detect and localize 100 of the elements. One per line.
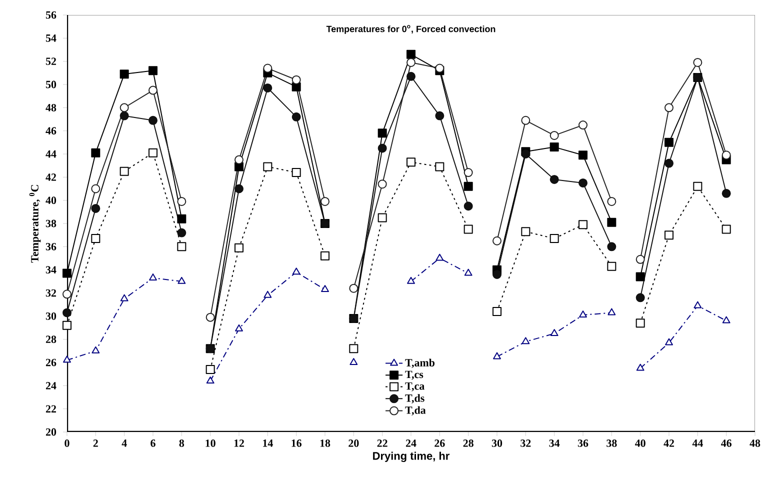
point — [550, 130, 559, 140]
point — [148, 86, 158, 95]
y-axis-title: Temperature, $^{0}$C — [29, 185, 41, 263]
y-tick-label: 44 — [46, 150, 56, 158]
point — [550, 174, 559, 184]
point — [178, 276, 186, 284]
point — [206, 364, 215, 374]
legend-label: T,cs — [405, 370, 424, 380]
point — [664, 158, 674, 168]
point — [406, 158, 416, 167]
point — [350, 358, 358, 365]
point — [722, 188, 731, 198]
y-tick-label: 34 — [46, 266, 56, 274]
point — [177, 214, 186, 224]
point — [91, 184, 100, 194]
y-tick-label: 50 — [46, 80, 56, 88]
y-tick-label: 28 — [46, 336, 56, 344]
y-tick-label: 42 — [46, 174, 56, 181]
point — [464, 268, 472, 276]
point — [263, 83, 272, 92]
point — [91, 148, 100, 158]
point — [292, 75, 301, 84]
y-tick-label: 38 — [46, 220, 56, 228]
x-tick-label: 30 — [492, 440, 502, 447]
point — [636, 272, 645, 282]
point — [62, 268, 72, 278]
legend-label: T,amb — [405, 358, 435, 368]
point — [292, 112, 301, 122]
point — [148, 66, 158, 76]
point — [62, 320, 72, 330]
x-tick-label: 38 — [606, 440, 617, 447]
x-tick-label: 22 — [377, 440, 388, 447]
point — [492, 307, 502, 316]
point — [464, 224, 473, 234]
point — [578, 150, 588, 160]
point — [664, 103, 674, 112]
point — [406, 50, 416, 59]
point — [664, 230, 674, 240]
y-tick-label: 46 — [46, 127, 56, 135]
x-tick-label: 18 — [320, 440, 330, 447]
point — [578, 220, 588, 230]
point — [579, 310, 587, 318]
y-tick-label: 32 — [46, 289, 56, 297]
x-tick-label: 6 — [150, 440, 156, 447]
x-tick-label: 26 — [434, 440, 445, 447]
point — [722, 224, 731, 234]
point — [694, 301, 702, 308]
x-tick-label: 40 — [635, 440, 646, 447]
point — [320, 251, 330, 260]
x-tick-label: 4 — [122, 440, 127, 447]
point — [521, 116, 530, 125]
point — [550, 329, 558, 336]
x-tick-label: 20 — [348, 440, 359, 447]
y-tick-label: 52 — [46, 58, 56, 66]
point — [664, 138, 674, 147]
point — [693, 182, 702, 191]
point — [693, 58, 702, 67]
x-axis-title: Drying time, hr — [373, 452, 450, 462]
point — [665, 338, 673, 346]
x-tick-label: 32 — [520, 440, 531, 447]
point — [722, 316, 730, 324]
point — [148, 148, 158, 158]
point — [378, 128, 387, 138]
point — [206, 312, 215, 322]
x-tick-label: 48 — [750, 440, 760, 447]
x-tick-label: 42 — [664, 440, 674, 447]
point — [292, 268, 300, 275]
x-tick-label: 44 — [692, 440, 703, 447]
point — [406, 58, 416, 67]
point — [321, 285, 329, 292]
point — [235, 324, 243, 332]
x-tick-label: 14 — [263, 440, 273, 447]
point — [636, 364, 644, 371]
point — [177, 196, 186, 206]
y-tick-label: 22 — [46, 405, 56, 412]
point — [120, 70, 129, 79]
point — [92, 346, 100, 354]
point — [722, 150, 731, 160]
point — [407, 276, 415, 284]
point — [435, 111, 444, 120]
point — [234, 184, 244, 194]
point — [378, 144, 387, 153]
y-tick-label: 56 — [46, 11, 56, 19]
text: Temperatures for 0$^{o}$, Forced convection — [326, 25, 496, 34]
point — [320, 196, 330, 206]
point — [264, 290, 272, 298]
point — [91, 234, 100, 244]
point — [436, 254, 444, 261]
point — [378, 213, 387, 222]
point — [464, 168, 473, 178]
y-tick-label: 54 — [46, 34, 56, 42]
point — [120, 294, 128, 302]
point — [234, 243, 244, 252]
point — [292, 168, 301, 178]
point — [378, 180, 387, 189]
point — [492, 236, 502, 246]
point — [607, 196, 616, 206]
y-tick-label: 36 — [46, 242, 56, 250]
point — [177, 242, 186, 252]
point — [177, 228, 186, 238]
